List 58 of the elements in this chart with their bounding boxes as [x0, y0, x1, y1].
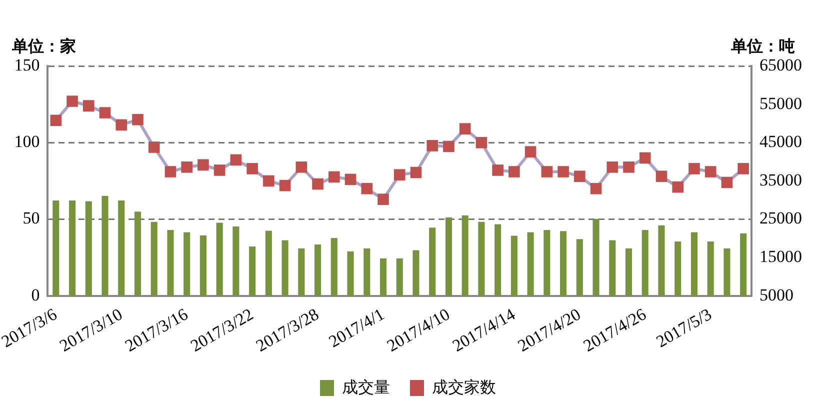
y2-tick-label: 55000 [760, 94, 802, 113]
point [312, 178, 324, 190]
point [99, 107, 111, 118]
point [623, 161, 634, 173]
point [181, 161, 192, 173]
point [656, 170, 668, 182]
point [116, 119, 128, 130]
legend-label: 成交量 [342, 378, 390, 396]
point [378, 194, 389, 205]
y-axis-title: 单位：家 [11, 36, 76, 56]
point [688, 163, 700, 174]
point [66, 96, 78, 107]
point [606, 161, 618, 173]
point [82, 100, 94, 112]
y2-axis-title: 单位：吨 [730, 37, 795, 56]
point [541, 166, 553, 178]
point [148, 142, 160, 153]
y-tick-label: 100 [14, 132, 40, 152]
legend-label: 成交家数 [432, 378, 496, 396]
point [344, 174, 356, 186]
point [639, 152, 651, 164]
y2-tick-label: 65000 [760, 55, 802, 74]
y2-tick-label: 5000 [760, 285, 794, 304]
point [738, 163, 749, 174]
point [230, 154, 242, 166]
point [410, 166, 422, 178]
point [459, 123, 471, 134]
point [672, 181, 684, 193]
y2-tick-label: 35000 [760, 170, 802, 190]
point [361, 182, 373, 194]
point [263, 175, 274, 187]
y-tick-label: 0 [31, 285, 40, 304]
point [214, 164, 226, 176]
y2-tick-label: 45000 [760, 132, 802, 152]
point [246, 163, 258, 174]
point [296, 161, 308, 173]
point [524, 146, 536, 158]
point [279, 180, 291, 192]
y2-tick-label: 15000 [760, 247, 802, 266]
point [590, 182, 602, 194]
point [426, 140, 438, 152]
point [443, 140, 454, 152]
point [394, 169, 406, 180]
point [132, 114, 144, 126]
point [558, 166, 569, 178]
y-tick-label: 50 [22, 208, 40, 228]
point [164, 166, 176, 178]
point [508, 166, 520, 178]
point [704, 166, 716, 178]
point [574, 170, 586, 182]
point [476, 136, 488, 148]
point [50, 114, 62, 126]
y-tick-label: 150 [14, 55, 40, 74]
point [492, 164, 504, 176]
point [328, 171, 340, 183]
y2-tick-label: 25000 [760, 208, 802, 228]
point [198, 159, 209, 170]
point [721, 176, 733, 188]
